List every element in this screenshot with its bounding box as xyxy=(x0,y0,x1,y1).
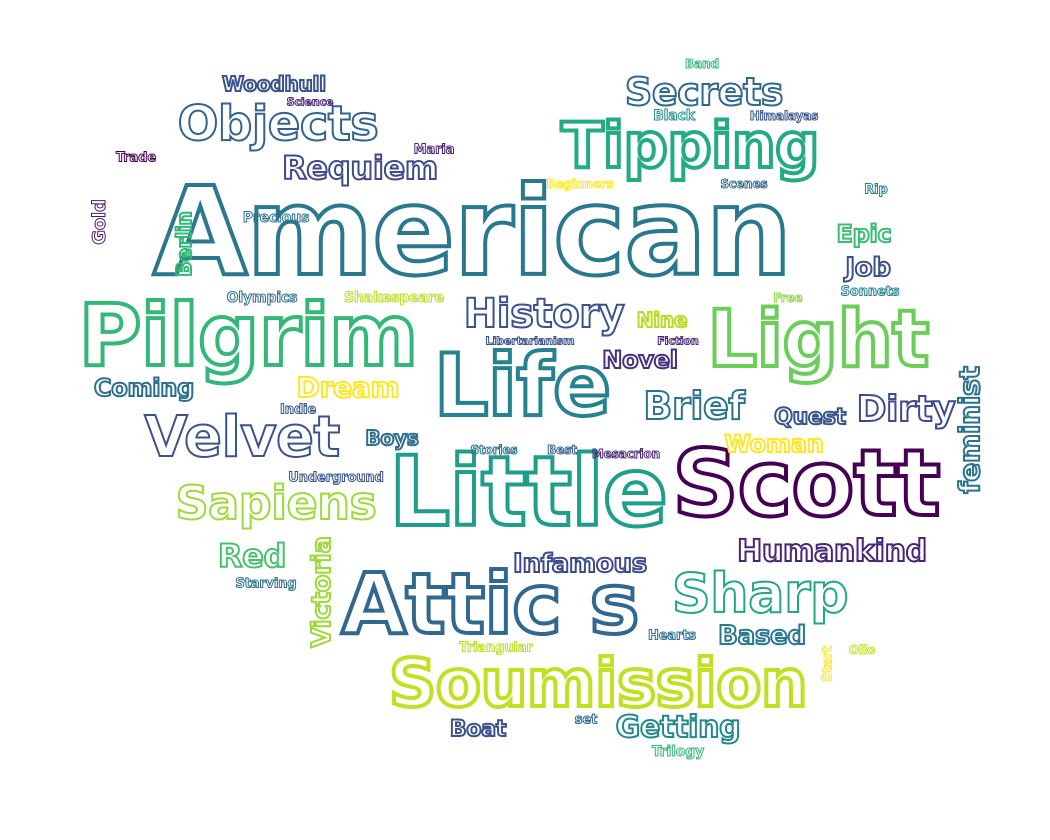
word-triangular: Triangular xyxy=(459,640,533,656)
word-attic-s: Attic s xyxy=(339,555,641,653)
word-woman: Woman xyxy=(723,430,824,458)
word-victoria: Victoria xyxy=(306,535,338,648)
word-american: American xyxy=(151,161,794,303)
word-history: History xyxy=(463,291,626,337)
word-beginners: Beginners xyxy=(546,177,614,191)
word-scott: Scott xyxy=(670,430,942,537)
word-soumission: Soumission xyxy=(387,645,810,722)
word-novel: Novel xyxy=(601,346,679,374)
word-trilogy: Trilogy xyxy=(651,744,705,760)
word-nine: Nine xyxy=(636,308,689,332)
word-boys: Boys xyxy=(364,426,419,450)
word-mesacrion: Mesacrion xyxy=(591,447,661,461)
word-infamous: Infamous xyxy=(512,549,648,579)
word-dirty: Dirty xyxy=(856,389,957,430)
word-feminist: feminist xyxy=(952,365,987,494)
word-free: Free xyxy=(773,291,803,305)
word-fiction: Fiction xyxy=(657,334,700,348)
word-best: Best xyxy=(547,443,578,457)
word-science: Science xyxy=(286,95,334,109)
word-little: Little xyxy=(387,436,670,548)
word-himalayas: Himalayas xyxy=(749,109,819,123)
word-brief: Brief xyxy=(642,384,746,428)
word-dream: Dream xyxy=(296,371,401,404)
word-boat: Boat xyxy=(449,717,508,742)
word-olympics: Olympics xyxy=(226,290,298,306)
word-maria: Maria xyxy=(413,142,455,158)
word-gold: Gold xyxy=(89,199,111,245)
word-sapiens: Sapiens xyxy=(175,476,378,530)
word-coming: Coming xyxy=(93,374,195,402)
word-objects: Objects xyxy=(177,96,380,152)
word-humankind: Humankind xyxy=(736,534,928,569)
word-velvet: Velvet xyxy=(143,405,341,470)
word-libertarianism: Libertarianism xyxy=(485,334,575,348)
word-berlin: Berlin xyxy=(171,210,197,277)
word-trade: Trade xyxy=(115,150,157,166)
word-starving: Starving xyxy=(235,576,297,592)
word-secrets: Secrets xyxy=(624,70,785,114)
word-band: Band xyxy=(685,57,720,71)
word-getting: Getting xyxy=(615,710,742,745)
word-tipping: Tipping xyxy=(559,109,821,182)
word-start: Start xyxy=(820,645,836,683)
word-shakespeare: Shakespeare xyxy=(343,290,445,306)
word-stories: Stories xyxy=(470,443,518,457)
word-pilgrim: Pilgrim xyxy=(76,286,420,386)
word-underground: Underground xyxy=(288,470,385,486)
word-hearts: Hearts xyxy=(647,628,697,644)
word-based: Based xyxy=(717,621,807,651)
word-light: Light xyxy=(705,295,931,385)
word-ollo: Ollo xyxy=(848,643,876,657)
word-black: Black xyxy=(653,108,696,124)
word-sonnets: Sonnets xyxy=(840,284,900,300)
word-indie: Indie xyxy=(279,402,317,418)
word-epic: Epic xyxy=(835,220,892,248)
word-red: Red xyxy=(217,537,288,575)
word-job: Job xyxy=(844,253,892,283)
word-life: Life xyxy=(432,336,613,436)
word-requiem: Requiem xyxy=(281,149,439,187)
word-sharp: Sharp xyxy=(671,562,850,625)
word-quest: Quest xyxy=(773,405,847,430)
word-precious: Precious xyxy=(242,210,310,226)
word-set: set xyxy=(574,712,598,728)
word-woodhull: Woodhull xyxy=(221,72,327,96)
word-rip: Rip xyxy=(864,182,889,198)
word-scenes: Scenes xyxy=(720,177,768,191)
